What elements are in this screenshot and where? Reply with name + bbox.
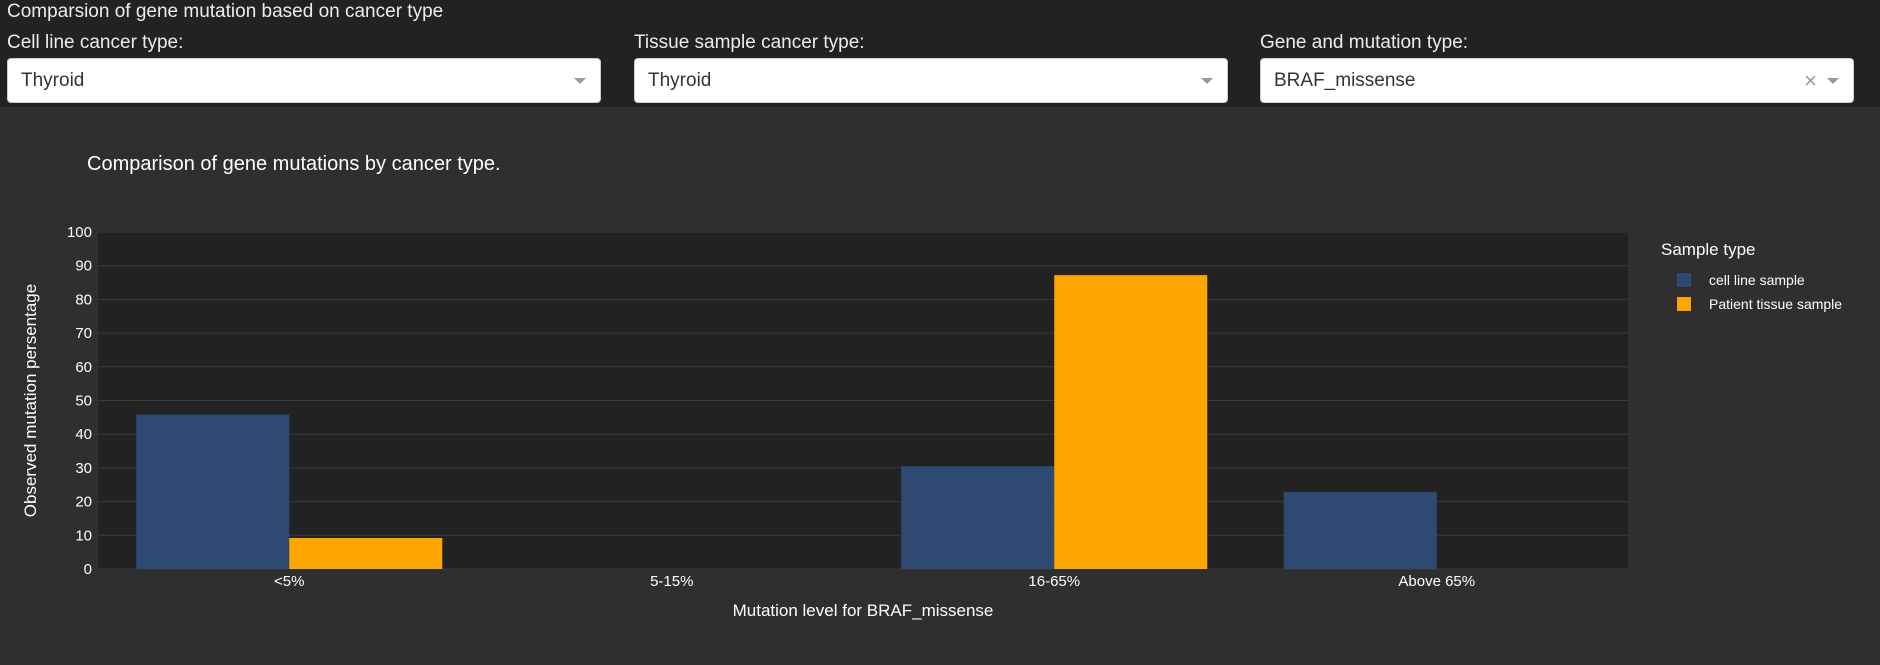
cell-line-label: Cell line cancer type: <box>7 32 184 53</box>
y-tick-label: 30 <box>75 460 92 477</box>
legend-title: Sample type <box>1661 240 1756 259</box>
legend-label[interactable]: cell line sample <box>1709 272 1805 288</box>
y-tick-label: 100 <box>67 224 92 241</box>
axis-ticks: 0 10 20 30 40 50 60 70 80 90 100 <5% 5-15% 16-65% Abov… <box>67 224 1475 590</box>
x-tick-label: 5-15% <box>650 573 693 590</box>
bar[interactable] <box>136 414 290 569</box>
x-axis-title: Mutation level for BRAF_missense <box>733 601 994 620</box>
y-tick-label: 80 <box>75 291 92 308</box>
x-tick-label: 16-65% <box>1028 573 1080 590</box>
bars <box>136 275 1437 569</box>
tissue-label: Tissue sample cancer type: <box>634 32 865 53</box>
x-tick-label: Above 65% <box>1398 573 1475 590</box>
chevron-down-icon[interactable] <box>1201 78 1213 84</box>
tissue-value: Thyroid <box>648 70 712 91</box>
page-title: Comparsion of gene mutation based on can… <box>7 1 444 22</box>
bar-chart: Comparison of gene mutations by cancer t… <box>21 153 1842 620</box>
y-tick-label: 0 <box>84 561 92 578</box>
tissue-filter: Tissue sample cancer type: Thyroid <box>634 30 1228 103</box>
legend-swatch[interactable] <box>1677 297 1691 311</box>
chevron-down-icon[interactable] <box>1827 78 1839 84</box>
clear-icon[interactable]: × <box>1804 68 1817 93</box>
cell-line-dropdown[interactable]: Thyroid <box>7 58 601 103</box>
gene-filter: Gene and mutation type: BRAF_missense × <box>1260 30 1854 103</box>
cell-line-filter: Cell line cancer type: Thyroid <box>7 30 601 103</box>
legend-label[interactable]: Patient tissue sample <box>1709 296 1842 312</box>
y-tick-label: 10 <box>75 527 92 544</box>
chart-panel: Comparison of gene mutations by cancer t… <box>0 107 1880 665</box>
y-axis-title: Observed mutation persentage <box>21 284 40 517</box>
legend: Sample type cell line sample Patient tiss… <box>1661 240 1842 312</box>
y-tick-label: 90 <box>75 258 92 275</box>
gene-label: Gene and mutation type: <box>1260 32 1469 53</box>
y-tick-label: 50 <box>75 393 92 410</box>
bar[interactable] <box>901 466 1055 569</box>
x-tick-label: <5% <box>274 573 304 590</box>
y-tick-label: 20 <box>75 494 92 511</box>
gridlines <box>98 231 1628 570</box>
y-tick-label: 70 <box>75 325 92 342</box>
y-tick-label: 40 <box>75 426 92 443</box>
chevron-down-icon[interactable] <box>574 78 586 84</box>
bar[interactable] <box>289 537 443 569</box>
chart-title: Comparison of gene mutations by cancer t… <box>87 153 501 175</box>
bar[interactable] <box>1283 491 1437 569</box>
tissue-dropdown[interactable]: Thyroid <box>634 58 1228 103</box>
gene-value: BRAF_missense <box>1274 70 1416 91</box>
gene-dropdown[interactable]: BRAF_missense × <box>1260 58 1854 103</box>
legend-swatch[interactable] <box>1677 273 1691 287</box>
cell-line-value: Thyroid <box>21 70 85 91</box>
y-tick-label: 60 <box>75 359 92 376</box>
bar[interactable] <box>1054 275 1208 569</box>
